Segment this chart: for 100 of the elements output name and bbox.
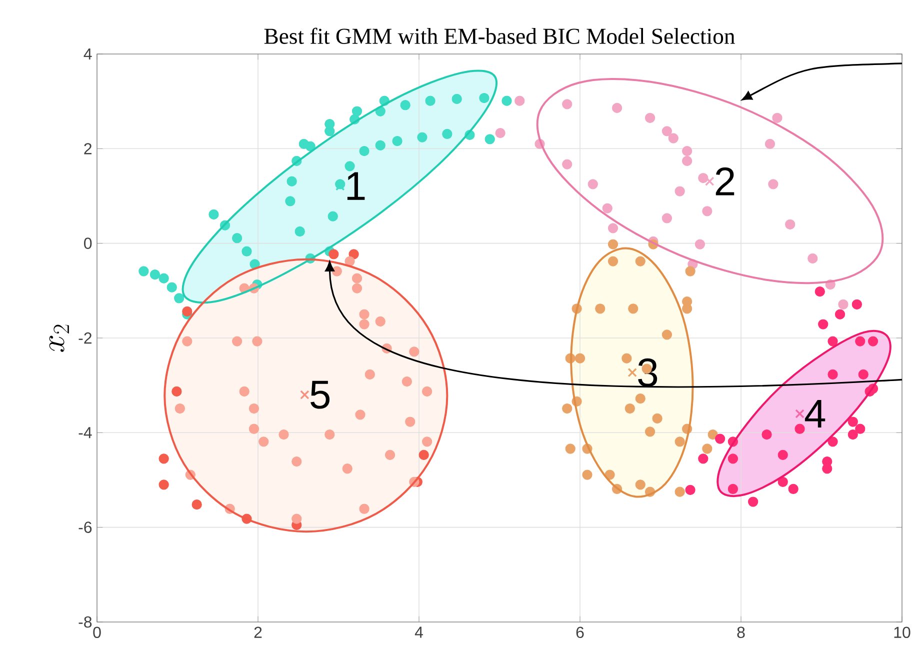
y-tick-label: 0 (84, 238, 92, 249)
y-tick-label: -4 (78, 427, 92, 438)
point (848, 416, 858, 427)
point (484, 134, 495, 144)
point (514, 96, 525, 106)
point (300, 390, 310, 400)
point (608, 223, 618, 234)
point (452, 94, 462, 104)
y-tick-label: -8 (78, 616, 92, 628)
point (668, 133, 678, 144)
point (352, 273, 362, 284)
point (644, 426, 656, 437)
x-tick-label: 6 (576, 626, 584, 638)
point (702, 206, 712, 216)
point (442, 128, 452, 140)
point (348, 249, 359, 260)
point (174, 293, 184, 304)
point (698, 454, 708, 464)
point (728, 484, 738, 494)
y-tick-label: 4 (84, 48, 92, 60)
point (174, 403, 185, 414)
point (328, 211, 338, 222)
point (624, 403, 635, 414)
point (286, 176, 297, 186)
point (342, 464, 352, 474)
point (359, 504, 370, 514)
point (417, 132, 428, 142)
point (662, 330, 672, 340)
point (392, 136, 402, 146)
point (565, 444, 576, 454)
point (674, 486, 685, 497)
point (694, 239, 706, 250)
point (158, 480, 169, 490)
point (138, 266, 149, 276)
point (324, 429, 335, 440)
point (682, 146, 692, 156)
point (702, 444, 712, 454)
point (479, 92, 490, 104)
point (788, 484, 798, 494)
point (562, 403, 572, 414)
point (662, 126, 672, 136)
point (628, 304, 638, 314)
point (375, 140, 386, 150)
y-axis-title: $x_2$ (49, 324, 69, 352)
y-tick-label: -2 (78, 332, 92, 344)
point (698, 172, 708, 184)
point (192, 500, 202, 510)
point (242, 246, 252, 256)
y-tick-label: 2 (84, 143, 92, 154)
point (855, 336, 866, 346)
point (715, 434, 726, 444)
point (425, 96, 436, 106)
point (352, 283, 362, 294)
x-tick-label: 8 (737, 626, 745, 638)
point (685, 484, 696, 495)
point (405, 416, 416, 427)
point (778, 450, 788, 460)
point (612, 102, 622, 114)
point (778, 476, 788, 487)
point (332, 266, 342, 276)
x-tick-label: 10 (894, 626, 910, 638)
point (674, 436, 685, 447)
point (602, 203, 612, 214)
point (828, 369, 838, 380)
point (248, 403, 260, 414)
point (855, 424, 866, 434)
point (495, 128, 506, 138)
point (292, 456, 302, 467)
point (588, 179, 598, 190)
x-tick-label: 2 (254, 626, 262, 638)
point (662, 213, 672, 224)
point (182, 306, 192, 317)
point (682, 156, 692, 166)
point (838, 299, 848, 310)
point (828, 336, 838, 346)
point (158, 454, 169, 464)
point (400, 100, 410, 110)
point (652, 413, 662, 424)
point (608, 239, 618, 250)
point (858, 369, 868, 380)
point (635, 256, 646, 266)
point (644, 112, 656, 123)
point (344, 256, 355, 266)
point (422, 386, 432, 397)
point (344, 161, 355, 172)
point (375, 316, 386, 326)
point (814, 286, 825, 297)
point (258, 436, 269, 447)
point (248, 424, 260, 434)
point (808, 253, 818, 264)
point (278, 429, 289, 440)
point (239, 386, 250, 397)
point (635, 480, 646, 490)
point (172, 386, 182, 397)
point (582, 470, 592, 480)
point (298, 138, 309, 149)
point (328, 249, 339, 260)
point (402, 376, 412, 387)
point (762, 429, 772, 440)
point (359, 319, 370, 330)
